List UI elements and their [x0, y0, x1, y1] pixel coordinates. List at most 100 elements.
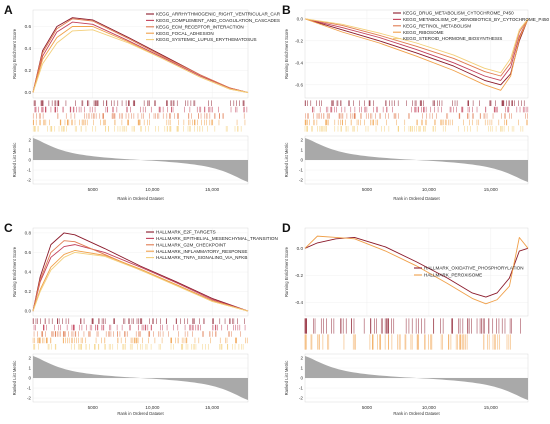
- x-axis-label: Rank in Ordered Dataset: [117, 411, 164, 416]
- metric-tick-label: -1: [27, 386, 32, 391]
- es-series-line: [304, 18, 529, 74]
- x-tick-label: 5000: [362, 405, 373, 410]
- es-panel-frame: [304, 227, 529, 317]
- es-series-line: [32, 29, 249, 93]
- es-tick-label: 0.0: [25, 90, 32, 95]
- es-series-line: [304, 18, 529, 77]
- panel-letter: C: [4, 221, 13, 235]
- metric-tick-label: -2: [299, 396, 304, 401]
- es-series-line: [304, 18, 529, 81]
- metric-tick-label: -2: [299, 178, 304, 183]
- es-series-line: [304, 18, 529, 91]
- ranked-metric-area: [33, 138, 248, 182]
- panel-a: A 0.0 0.2 0.4 0.6 Running Enrichment Score KEG…: [4, 3, 281, 201]
- legend-entry: KEGG_METABOLISM_OF_XENOBIOTICS_BY_CYTOCH…: [403, 17, 550, 22]
- es-tick-label: 0.4: [25, 270, 32, 275]
- legend-entry: HALLMARK_E2F_TARGETS: [156, 230, 216, 235]
- metric-tick-label: -1: [299, 386, 304, 391]
- es-y-axis-label: Running Enrichment Score: [12, 28, 17, 79]
- metric-tick-label: -2: [27, 178, 32, 183]
- es-series-line: [32, 21, 249, 93]
- es-tick-label: 0.6: [25, 250, 32, 255]
- panel-letter: B: [282, 3, 291, 17]
- x-tick-label: 10,000: [422, 405, 436, 410]
- metric-tick-label: -1: [299, 168, 304, 173]
- metric-tick-label: -2: [27, 396, 32, 401]
- panel-d: D 0.0 -0.2 -0.4 Running Enrichment Score HALL…: [282, 221, 529, 416]
- metric-tick-label: 0: [28, 376, 31, 381]
- es-series-line: [304, 237, 529, 298]
- panel-letter: D: [282, 221, 291, 235]
- es-tick-label: -0.2: [295, 273, 303, 278]
- x-tick-label: 5000: [88, 405, 99, 410]
- legend-entry: KEGG_ARRHYTHMOGENIC_RIGHT_VENTRICULAR_CA…: [156, 12, 281, 17]
- metric-tick-label: 1: [28, 366, 31, 371]
- x-tick-label: 10,000: [422, 187, 436, 192]
- es-tick-label: 0.0: [297, 16, 304, 21]
- metric-tick-label: 2: [300, 356, 303, 361]
- metric-tick-label: 2: [28, 138, 31, 143]
- legend-entry: KEGG_FOCAL_ADHESION: [156, 31, 214, 36]
- legend-entry: KEGG_STEROID_HORMONE_BIOSYNTHESIS: [403, 36, 502, 41]
- es-series-line: [32, 232, 249, 312]
- metric-tick-label: 0: [300, 158, 303, 163]
- es-tick-label: 0.4: [25, 46, 32, 51]
- x-tick-label: 5000: [88, 187, 99, 192]
- metric-tick-label: -1: [27, 168, 32, 173]
- x-axis-label: Rank in Ordered Dataset: [117, 196, 164, 201]
- x-axis-label: Rank in Ordered Dataset: [393, 196, 440, 201]
- es-tick-label: 0.0: [297, 246, 304, 251]
- metric-y-axis-label: Ranked List Metric: [284, 361, 289, 396]
- legend-entry: KEGG_RETINOL_METABOLISM: [403, 23, 471, 28]
- es-tick-label: 0.2: [25, 68, 32, 73]
- metric-tick-label: 0: [28, 158, 31, 163]
- legend-entry: HALLMARK_INFLAMMATORY_RESPONSE: [156, 249, 247, 254]
- es-series-line: [32, 18, 249, 93]
- x-tick-label: 15,000: [484, 405, 498, 410]
- panel-letter: A: [4, 3, 13, 17]
- metric-y-axis-label: Ranked List Metric: [12, 361, 17, 396]
- x-tick-label: 15,000: [205, 187, 219, 192]
- hit-strip-background: [305, 318, 528, 350]
- es-y-axis-label: Running Enrichment Score: [12, 246, 17, 297]
- es-tick-label: 0.6: [25, 24, 32, 29]
- metric-tick-label: 1: [300, 148, 303, 153]
- ranked-metric-area: [33, 356, 248, 400]
- legend-entry: HALLMARK_PEROXISOME: [424, 273, 482, 278]
- es-y-axis-label: Running Enrichment Score: [284, 246, 289, 297]
- es-tick-label: 0.8: [25, 230, 32, 235]
- metric-tick-label: 0: [300, 376, 303, 381]
- metric-y-axis-label: Ranked List Metric: [12, 143, 17, 178]
- legend-entry: HALLMARK_EPITHELIAL_MESENCHYMAL_TRANSITI…: [156, 236, 278, 241]
- legend-entry: HALLMARK_TNFA_SIGNALING_VIA_NFKB: [156, 255, 247, 260]
- es-series-line: [304, 235, 529, 305]
- x-tick-label: 10,000: [145, 187, 159, 192]
- x-tick-label: 15,000: [205, 405, 219, 410]
- es-series-line: [32, 251, 249, 312]
- panel-b: B 0.0 -0.2 -0.4 -0.6 Running Enrichment Score…: [282, 3, 550, 201]
- legend-entry: KEGG_ECM_RECEPTOR_INTERACTION: [156, 24, 244, 29]
- metric-tick-label: 2: [28, 356, 31, 361]
- es-tick-label: -0.4: [295, 60, 303, 65]
- x-tick-label: 10,000: [145, 405, 159, 410]
- ranked-metric-area: [305, 356, 528, 400]
- x-axis-label: Rank in Ordered Dataset: [393, 411, 440, 416]
- legend-entry: KEGG_COMPLEMENT_AND_COAGULATION_CASCADES: [156, 18, 280, 23]
- legend-entry: KEGG_DRUG_METABOLISM_CYTOCHROME_P450: [403, 11, 514, 16]
- metric-tick-label: 1: [28, 148, 31, 153]
- legend-entry: HALLMARK_G2M_CHECKPOINT: [156, 242, 226, 247]
- legend-entry: HALLMARK_OXIDATIVE_PHOSPHORYLATION: [424, 266, 524, 271]
- metric-tick-label: 2: [300, 138, 303, 143]
- ranked-metric-area: [305, 138, 528, 182]
- metric-tick-label: 1: [300, 366, 303, 371]
- es-tick-label: -0.2: [295, 38, 303, 43]
- es-tick-label: -0.4: [295, 300, 303, 305]
- es-tick-label: 0.2: [25, 289, 32, 294]
- x-tick-label: 15,000: [484, 187, 498, 192]
- panel-c: C 0.0 0.2 0.4 0.6 0.8 Running Enrichment Score…: [4, 221, 278, 416]
- metric-y-axis-label: Ranked List Metric: [284, 143, 289, 178]
- legend-entry: KEGG_SYSTEMIC_LUPUS_ERYTHEMATOSUS: [156, 37, 257, 42]
- es-tick-label: -0.6: [295, 82, 303, 87]
- es-y-axis-label: Running Enrichment Score: [284, 28, 289, 79]
